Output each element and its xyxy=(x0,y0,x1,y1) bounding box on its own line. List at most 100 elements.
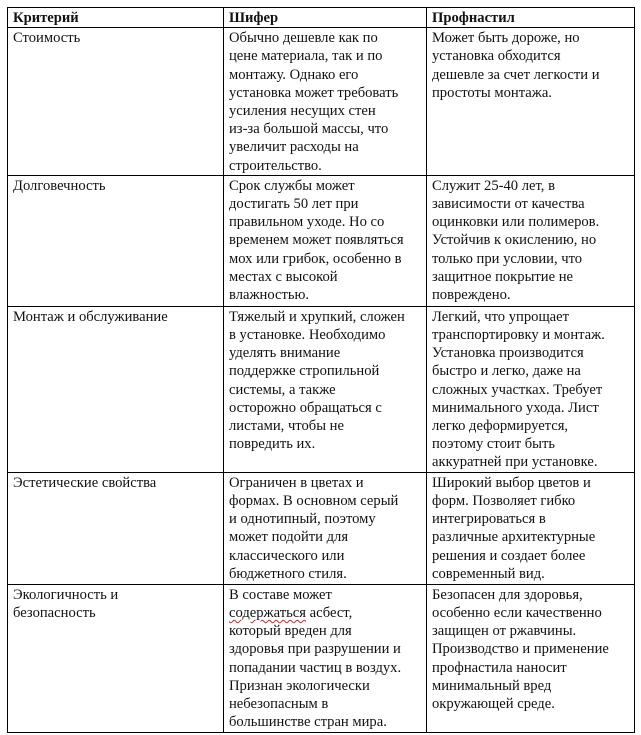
profiled-sheet-cell[interactable]: Может быть дороже, но установка обходится… xyxy=(426,27,635,176)
cell-text-line: зависимости от качества xyxy=(432,196,585,213)
cell-text-line: В составе может xyxy=(229,586,332,603)
table-row: Стоимость Обычно дешевле как по цене матер… xyxy=(7,27,635,176)
cell-text-line: Срок службы может xyxy=(229,177,355,194)
cell-text-line: Эстетические свойства xyxy=(13,474,157,491)
cell-text-line: защищен от ржавчины. xyxy=(432,623,577,640)
cell-text-line: мох или грибок, особенно в xyxy=(229,250,402,267)
cell-text-line: Обычно дешевле как по xyxy=(229,30,378,47)
slate-cell[interactable]: Тяжелый и хрупкий, сложен в установке. Не… xyxy=(223,305,427,473)
table-row: Монтаж и обслуживание Тяжелый и хрупкий, … xyxy=(7,305,635,473)
cell-text-line: только при условии, что xyxy=(432,250,583,267)
cell-text-line: поэтому стоит быть xyxy=(432,436,555,453)
cell-text-line: попадании частиц в воздух. xyxy=(229,659,402,676)
cell-text-line: Служит 25-40 лет, в xyxy=(432,177,555,194)
cell-text-line: минимальный вред xyxy=(432,677,552,694)
cell-text-line: Ограничен в цветах и xyxy=(229,474,364,491)
criterion-cell[interactable]: Долговечность xyxy=(7,174,224,307)
criterion-cell[interactable]: Монтаж и обслуживание xyxy=(7,305,224,473)
cell-text-line: увеличит расходы на xyxy=(229,139,359,156)
cell-text-line: минимального ухода. Лист xyxy=(432,399,599,416)
cell-text-line: местах с высокой xyxy=(229,268,338,285)
slate-cell[interactable]: Срок службы может достигать 50 лет при пра… xyxy=(223,174,427,307)
slate-cell[interactable]: В составе может содержаться асбест, которы… xyxy=(223,583,427,733)
cell-text-line: большинстве стран мира. xyxy=(229,714,387,731)
cell-text-line: который вреден для xyxy=(229,623,352,640)
cell-text-line: бюджетного стиля. xyxy=(229,565,347,582)
cell-text-line: форм. Позволяет гибко xyxy=(432,493,576,510)
table-row: Экологичность и безопасность В составе мож… xyxy=(7,583,635,733)
cell-text-line: интегрироваться в xyxy=(432,511,546,528)
header-criterion[interactable]: Критерий xyxy=(7,6,224,29)
header-row: Критерий Шифер Профнастил xyxy=(7,6,635,29)
cell-text-line: профнастила наносит xyxy=(432,659,567,676)
profiled-sheet-cell[interactable]: Безопасен для здоровья, особенно если кач… xyxy=(426,583,635,733)
cell-text-line: Устойчив к окислению, но xyxy=(432,232,597,249)
criterion-cell[interactable]: Стоимость xyxy=(7,27,224,176)
cell-text-line: системы, а также xyxy=(229,381,336,398)
cell-text-line: и однотипный, поэтому xyxy=(229,511,376,528)
slate-cell[interactable]: Ограничен в цветах и формах. В основном с… xyxy=(223,471,427,585)
cell-text-line: дешевле за счет легкости и xyxy=(432,66,600,83)
cell-text-line: сложных участках. Требует xyxy=(432,381,603,398)
cell-text-line: быстро и легко, даже на xyxy=(432,363,581,380)
profiled-sheet-cell[interactable]: Легкий, что упрощает транспортировку и мо… xyxy=(426,305,635,473)
cell-text-line: транспортировку и монтаж. xyxy=(432,327,605,344)
cell-text-line: формах. В основном серый xyxy=(229,493,399,510)
cell-text-line: установка может требовать xyxy=(229,84,399,101)
cell-text-line: Легкий, что упрощает xyxy=(432,308,570,325)
cell-text-line: достигать 50 лет при xyxy=(229,196,359,213)
cell-text-line: в установке. Необходимо xyxy=(229,327,386,344)
cell-text-line: монтажу. Однако его xyxy=(229,66,359,83)
cell-text-line: небезопасным в xyxy=(229,696,329,713)
cell-text-line: Производство и применение xyxy=(432,641,609,658)
cell-text-line: усиления несущих стен xyxy=(229,103,376,120)
cell-text-line: классического или xyxy=(229,547,345,564)
profiled-sheet-cell[interactable]: Служит 25-40 лет, в зависимости от качест… xyxy=(426,174,635,307)
cell-text-line: Признан экологически xyxy=(229,677,370,694)
header-profiled-sheet[interactable]: Профнастил xyxy=(426,6,635,29)
cell-text-line: уделять внимание xyxy=(229,345,341,362)
cell-text-line: современный вид. xyxy=(432,565,545,582)
cell-text-line: окружающей среде. xyxy=(432,696,555,713)
cell-text-line: листами, чтобы не xyxy=(229,418,344,435)
cell-text-line: здоровья при разрушении и xyxy=(229,641,401,658)
cell-text-line: защитное покрытие не xyxy=(432,268,573,285)
slate-cell[interactable]: Обычно дешевле как по цене материала, так… xyxy=(223,27,427,176)
cell-text-line: из-за большой массы, что xyxy=(229,121,389,138)
cell-text-line: решения и создает более xyxy=(432,547,586,564)
cell-text-line: правильном уходе. Но со xyxy=(229,214,385,231)
comparison-table: Критерий Шифер Профнастил Стоимость Обычн… xyxy=(7,6,635,733)
cell-text-line: особенно если качественно xyxy=(432,605,602,622)
cell-text-line: повреждено. xyxy=(432,287,511,304)
cell-text-line: безопасность xyxy=(13,605,96,622)
cell-text-line: Широкий выбор цветов и xyxy=(432,474,591,491)
criterion-cell[interactable]: Эстетические свойства xyxy=(7,471,224,585)
cell-text-line: Стоимость xyxy=(13,30,81,47)
cell-text-line: Монтаж и обслуживание xyxy=(13,308,168,325)
cell-text-line: строительство. xyxy=(229,157,322,174)
cell-text-line: влажностью. xyxy=(229,287,310,304)
cell-text-line: оцинковки или полимеров. xyxy=(432,214,600,231)
cell-text-line: простоты монтажа. xyxy=(432,84,552,101)
cell-text-line: Безопасен для здоровья, xyxy=(432,586,583,603)
cell-text-line: легко деформируется, xyxy=(432,418,569,435)
cell-text-line: Долговечность xyxy=(13,177,106,194)
cell-text-line: осторожно обращаться с xyxy=(229,399,382,416)
cell-text-line: различные архитектурные xyxy=(432,529,596,546)
cell-text-line: временем может появляться xyxy=(229,232,404,249)
cell-text-line: поддержке стропильной xyxy=(229,363,380,380)
cell-text-line: цене материала, так и по xyxy=(229,48,383,65)
cell-text-line: аккуратней при установке. xyxy=(432,454,598,471)
criterion-cell[interactable]: Экологичность и безопасность xyxy=(7,583,224,733)
spellcheck-underline[interactable]: содержаться xyxy=(229,605,306,622)
cell-text-line: установка обходится xyxy=(432,48,561,65)
cell-text-line: Тяжелый и хрупкий, сложен xyxy=(229,308,405,325)
cell-text-line: повредить их. xyxy=(229,436,316,453)
cell-text-line: Экологичность и xyxy=(13,586,119,603)
table-row: Долговечность Срок службы может достигать … xyxy=(7,174,635,307)
cell-text-line: Может быть дороже, но xyxy=(432,30,580,47)
cell-text-line: содержаться асбест, xyxy=(229,605,353,622)
header-slate[interactable]: Шифер xyxy=(223,6,427,29)
cell-text-line: может подойти для xyxy=(229,529,349,546)
profiled-sheet-cell[interactable]: Широкий выбор цветов и форм. Позволяет ги… xyxy=(426,471,635,585)
